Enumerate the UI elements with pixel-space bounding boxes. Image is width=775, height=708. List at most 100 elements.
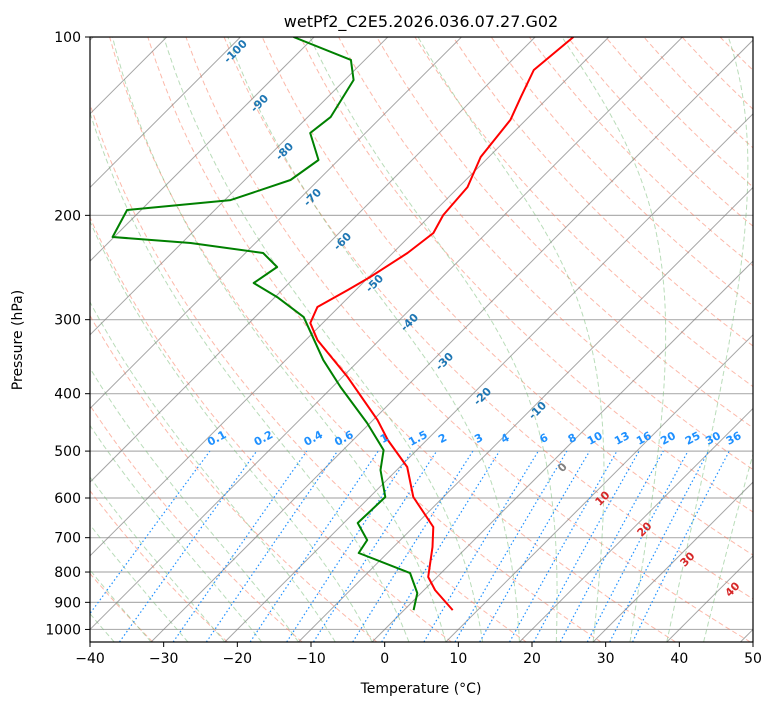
moist-adiabat [90,220,373,642]
isotherm-label: -80 [273,140,296,163]
isotherm-label: 20 [635,519,655,539]
mixing-ratio-line [205,450,338,642]
mixing-ratio-label: 6 [537,431,550,446]
dry-adiabat [90,404,303,642]
mixing-ratio-label: 0.6 [332,428,356,449]
mixing-ratio-line [609,450,710,642]
y-tick-label: 900 [54,595,81,611]
x-tick-label: −40 [75,651,105,667]
x-tick-label: −30 [149,651,179,667]
mixing-ratio-label: 25 [683,429,703,448]
mixing-ratio-label: 1.5 [406,428,429,449]
isotherm-label: -70 [301,186,324,209]
isotherm [592,481,753,642]
isotherm-label: 40 [723,579,743,599]
mixing-ratio-label: 16 [634,429,654,448]
isotherm-label: -30 [433,350,456,373]
isotherm-label: -40 [398,311,421,334]
mixing-ratio-line [286,450,413,642]
isotherm [371,260,753,642]
plot-frame [89,36,754,643]
mixing-ratio-line [533,450,640,642]
dry-adiabat [758,37,775,642]
dry-adiabat [643,37,753,149]
x-tick-label: 0 [380,651,389,667]
isotherm [90,37,389,336]
chart-title: wetPf2_C2E5.2026.036.07.27.G02 [284,12,558,32]
dry-adiabat [528,37,753,267]
isotherm [519,407,753,642]
moist-adiabat [163,37,484,642]
moist-adiabat [417,37,605,642]
x-tick-label: −20 [223,651,253,667]
y-tick-label: 600 [54,491,81,507]
mixing-ratio-label: 0.1 [205,428,228,449]
profiles [111,37,575,611]
mixing-ratio-label: 2 [436,431,449,446]
isotherm [90,37,610,557]
y-tick-label: 200 [54,208,81,224]
moist-adiabat [90,424,262,642]
mixing-ratio-label: 30 [703,429,723,448]
y-tick-label: 800 [54,565,81,581]
moist-adiabat [90,111,410,642]
isotherm [90,37,241,189]
dry-adiabat [90,314,378,642]
dry-adiabat [338,37,753,471]
mixing-ratio-line [249,450,379,642]
dry-adiabat [147,37,676,642]
background-lines [90,37,775,642]
mixing-ratio-label: 0.4 [302,428,326,449]
x-tick-label: 20 [523,651,541,667]
isotherm [90,37,315,262]
x-tick-label: 40 [670,651,688,667]
moist-adiabat [561,37,667,642]
x-tick-label: 50 [744,651,762,667]
dry-adiabat [90,216,452,642]
dry-adiabat [185,37,751,642]
isotherm [740,628,753,642]
mixing-ratio-line [509,450,618,642]
y-tick-label: 400 [54,387,81,403]
moist-adiabat [309,37,558,642]
moist-adiabat [666,37,749,642]
dry-adiabat [452,37,753,347]
y-tick-label: 100 [54,30,81,46]
isotherm [90,37,536,483]
mixing-ratio-line [559,450,664,642]
mixing-ratio-line [119,450,258,642]
dry-adiabat [414,37,753,388]
moist-adiabat [90,476,226,642]
mixing-ratio-label: 13 [612,429,632,448]
isotherm-label: -50 [363,272,386,295]
dry-adiabat [605,37,753,188]
mixing-ratio-label: 3 [472,431,485,446]
y-tick-label: 300 [54,313,81,329]
x-tick-label: 10 [449,651,467,667]
x-axis-label: Temperature (°C) [360,681,482,697]
dewpoint-profile [111,37,419,611]
moist-adiabat [227,37,520,642]
dry-adiabat [299,37,753,513]
isotherm [90,37,462,410]
dry-adiabat [681,37,753,110]
isotherm-label: 0 [555,460,570,475]
mixing-ratio-line [90,450,211,615]
y-axis-label: Pressure (hPa) [10,290,26,390]
moist-adiabat [90,301,336,642]
dry-adiabat [90,489,228,642]
moist-adiabat [703,452,753,642]
mixing-ratio-label: 8 [566,431,579,446]
moist-adiabat [112,37,447,642]
y-tick-label: 1000 [45,622,81,638]
mixing-ratio-line [172,450,308,642]
mixing-ratio-label: 20 [658,429,678,448]
isotherm [90,37,683,631]
mixing-ratio-line [423,450,539,642]
mixing-ratio-line [381,450,501,642]
y-tick-label: 500 [54,444,81,460]
dry-adiabat [90,102,527,642]
dry-adiabat [490,37,753,307]
y-tick-label: 700 [54,531,81,547]
